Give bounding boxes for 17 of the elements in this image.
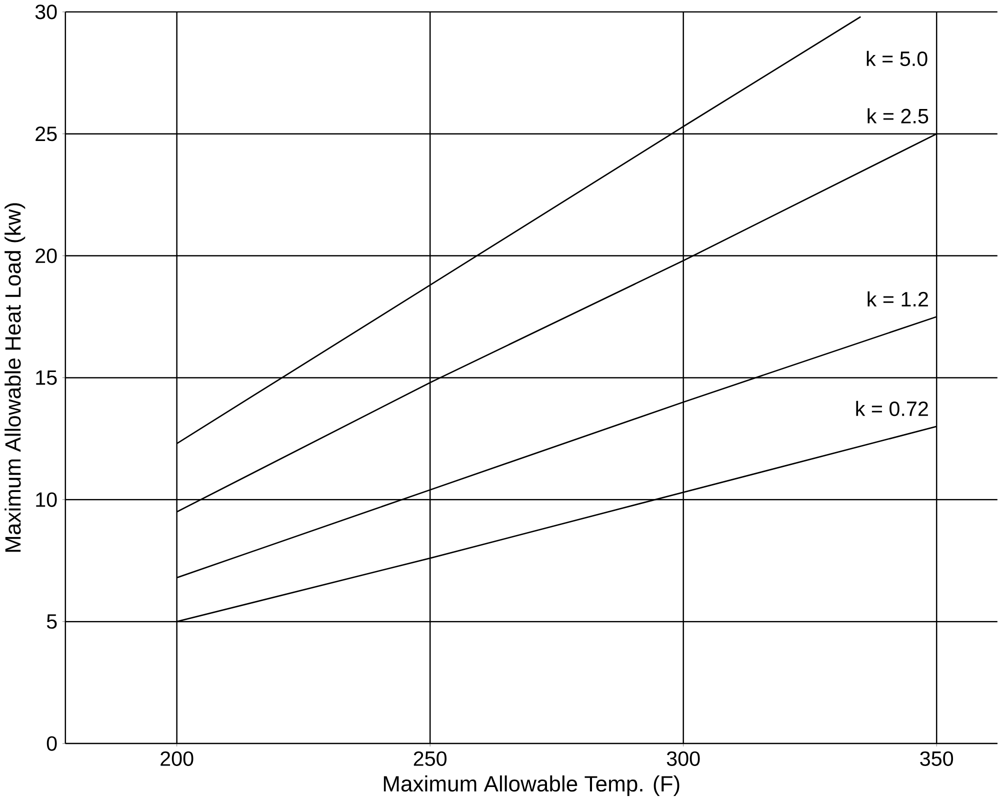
x-tick-label: 200 <box>160 752 194 766</box>
y-tick-label: 25 <box>36 126 57 142</box>
x-tick-label: 300 <box>666 752 700 766</box>
y-tick-label: 5 <box>46 614 57 629</box>
x-tick-label: 350 <box>920 752 954 766</box>
x-axis-title: Maximum Allowable Temp. (F) <box>384 776 680 796</box>
series-label: k = 1.2 <box>868 292 928 307</box>
y-tick-label: 30 <box>35 4 57 20</box>
y-tick-label: 15 <box>36 370 57 386</box>
y-axis-title: Maximum Allowable Heat Load (kw) <box>4 204 26 552</box>
series-label: k = 5.0 <box>866 51 928 66</box>
y-tick-label: 10 <box>36 492 57 508</box>
y-tick-label: 0 <box>46 736 57 752</box>
x-tick-label: 250 <box>414 752 447 766</box>
series-label: k = 2.5 <box>868 108 928 124</box>
y-tick-label: 20 <box>36 248 57 264</box>
series-label: k = 0.72 <box>856 401 928 416</box>
